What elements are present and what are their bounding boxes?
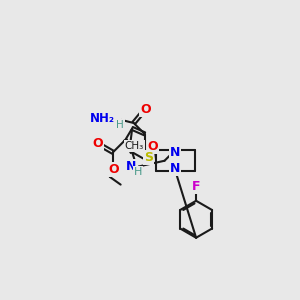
- Text: H: H: [134, 167, 142, 177]
- Text: H: H: [116, 120, 124, 130]
- Text: F: F: [192, 180, 200, 194]
- Text: O: O: [140, 103, 151, 116]
- Text: S: S: [144, 151, 153, 164]
- Text: O: O: [148, 140, 158, 153]
- Text: N: N: [170, 146, 181, 159]
- Text: N: N: [170, 162, 181, 175]
- Text: CH₃: CH₃: [124, 141, 144, 151]
- Text: NH₂: NH₂: [90, 112, 115, 125]
- Text: O: O: [108, 164, 119, 176]
- Text: N: N: [126, 160, 136, 172]
- Text: O: O: [92, 137, 103, 150]
